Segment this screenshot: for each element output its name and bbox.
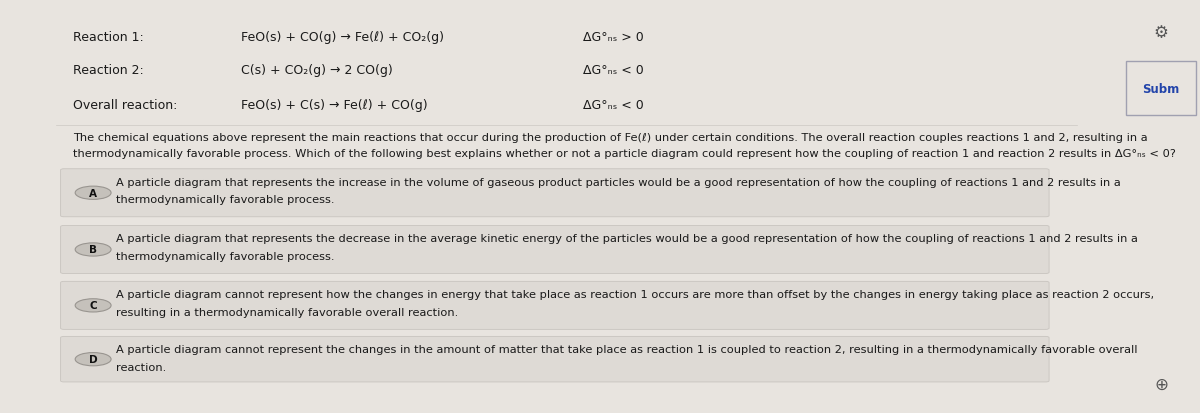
Text: Subm: Subm <box>1142 82 1180 95</box>
FancyBboxPatch shape <box>60 282 1049 330</box>
Text: ΔG°ₙₛ < 0: ΔG°ₙₛ < 0 <box>583 99 644 112</box>
Text: ⚙: ⚙ <box>1153 24 1169 42</box>
Text: Overall reaction:: Overall reaction: <box>73 99 178 112</box>
Text: A particle diagram cannot represent the changes in the amount of matter that tak: A particle diagram cannot represent the … <box>115 344 1138 354</box>
FancyBboxPatch shape <box>60 337 1049 382</box>
Text: A particle diagram cannot represent how the changes in energy that take place as: A particle diagram cannot represent how … <box>115 290 1153 299</box>
Circle shape <box>76 243 112 256</box>
Circle shape <box>76 187 112 200</box>
Text: thermodynamically favorable process.: thermodynamically favorable process. <box>115 195 334 204</box>
Text: resulting in a thermodynamically favorable overall reaction.: resulting in a thermodynamically favorab… <box>115 307 458 317</box>
Text: C: C <box>89 301 97 311</box>
Text: FeO(s) + CO(g) → Fe(ℓ) + CO₂(g): FeO(s) + CO(g) → Fe(ℓ) + CO₂(g) <box>241 31 444 44</box>
Text: Reaction 2:: Reaction 2: <box>73 64 144 77</box>
Text: D: D <box>89 354 97 364</box>
Circle shape <box>76 353 112 366</box>
Circle shape <box>76 299 112 312</box>
FancyBboxPatch shape <box>60 226 1049 274</box>
Text: A particle diagram that represents the decrease in the average kinetic energy of: A particle diagram that represents the d… <box>115 234 1138 244</box>
Text: reaction.: reaction. <box>115 362 166 372</box>
Text: A particle diagram that represents the increase in the volume of gaseous product: A particle diagram that represents the i… <box>115 177 1121 187</box>
Text: ΔG°ₙₛ > 0: ΔG°ₙₛ > 0 <box>583 31 644 44</box>
FancyBboxPatch shape <box>60 169 1049 217</box>
Text: ΔG°ₙₛ < 0: ΔG°ₙₛ < 0 <box>583 64 644 77</box>
Text: FeO(s) + C(s) → Fe(ℓ) + CO(g): FeO(s) + C(s) → Fe(ℓ) + CO(g) <box>241 99 428 112</box>
FancyBboxPatch shape <box>1126 62 1196 116</box>
Text: ⊕: ⊕ <box>1154 375 1168 393</box>
Text: The chemical equations above represent the main reactions that occur during the : The chemical equations above represent t… <box>73 133 1147 143</box>
Text: C(s) + CO₂(g) → 2 CO(g): C(s) + CO₂(g) → 2 CO(g) <box>241 64 392 77</box>
Text: Reaction 1:: Reaction 1: <box>73 31 144 44</box>
Text: B: B <box>89 245 97 255</box>
Text: thermodynamically favorable process.: thermodynamically favorable process. <box>115 251 334 261</box>
Text: A: A <box>89 188 97 198</box>
Text: thermodynamically favorable process. Which of the following best explains whethe: thermodynamically favorable process. Whi… <box>73 149 1176 159</box>
